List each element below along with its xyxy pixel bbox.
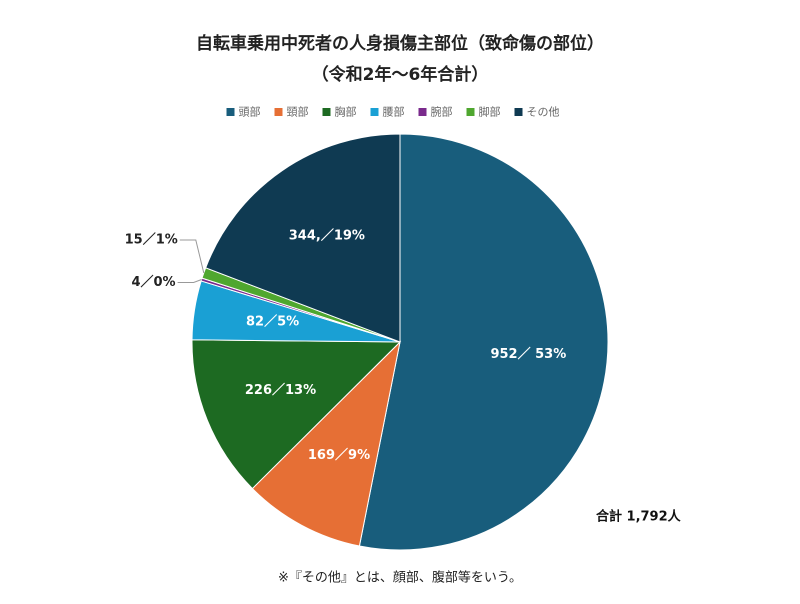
leader-line [179,239,205,274]
pie-slice [251,340,401,547]
chart-title: 自転車乗用中死者の人身損傷主部位（致命傷の部位） [196,33,604,54]
data-label: 4／0% [131,274,175,290]
pie-slice [205,133,401,343]
legend-swatch [274,108,283,116]
legend-label: 脚部 [479,105,501,119]
data-label: 82／5% [246,314,299,330]
chart-subtitle: （令和2年～6年合計） [312,64,489,85]
legend-label: 胸部 [335,105,357,119]
legend-label: 腰部 [383,105,405,119]
leader-line [177,279,202,284]
pie-slice [358,133,609,551]
legend-swatch [226,108,235,116]
data-label: 952／ 53% [490,346,566,362]
legend-swatch [514,108,523,116]
legend-swatch [466,108,475,116]
data-label: 169／9% [308,447,370,463]
legend-swatch [322,108,331,116]
legend-swatch [418,108,427,116]
legend-label: 腕部 [431,105,453,119]
legend-swatch [370,108,379,116]
data-label: 226／13% [245,382,316,398]
data-label: 344,／19% [289,227,365,243]
legend-label: その他 [527,106,560,119]
pie-slice [191,339,402,490]
legend-label: 頸部 [287,105,309,119]
footnote: ※『その他』とは、顔部、腹部等をいう。 [278,570,522,586]
data-label: 15／1% [125,231,178,247]
legend-label: 頭部 [239,105,261,119]
total-annotation: 合計 1,792人 [596,509,682,525]
